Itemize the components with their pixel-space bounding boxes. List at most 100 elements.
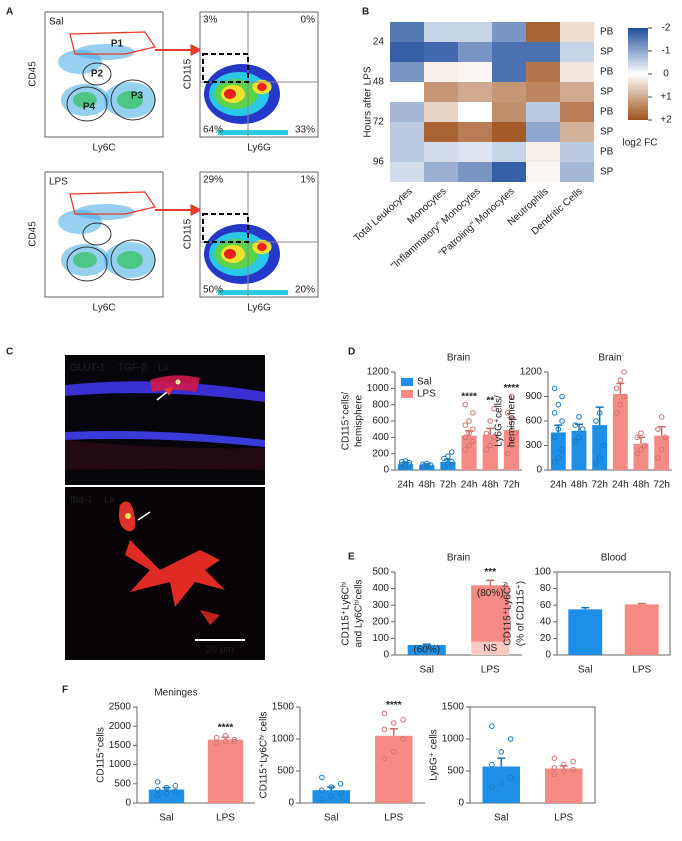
data-point bbox=[222, 733, 229, 739]
data-point bbox=[400, 736, 406, 742]
label: 100 bbox=[372, 633, 389, 644]
label: and Ly6Cʰⁱcells bbox=[354, 579, 365, 647]
data-point bbox=[576, 434, 582, 441]
gate bbox=[110, 239, 156, 281]
data-point bbox=[638, 430, 644, 437]
heat-cell bbox=[492, 162, 526, 182]
label: 29% bbox=[203, 175, 223, 186]
data-point bbox=[658, 414, 665, 420]
label: log2 FC bbox=[622, 138, 657, 149]
data-point bbox=[551, 385, 558, 392]
data-point bbox=[555, 401, 562, 408]
label: Brain bbox=[447, 553, 470, 564]
heat-cell bbox=[492, 62, 526, 82]
data-point bbox=[551, 434, 558, 441]
heat-cell bbox=[526, 42, 560, 62]
data-point bbox=[470, 410, 476, 416]
label: +1 bbox=[660, 92, 672, 103]
data-point bbox=[570, 766, 576, 773]
label: 72h bbox=[653, 480, 670, 491]
data-point bbox=[507, 736, 514, 742]
data-point bbox=[551, 771, 558, 778]
heat-cell bbox=[390, 62, 424, 82]
label: 1000 bbox=[272, 734, 295, 745]
label: LPS bbox=[554, 813, 573, 824]
heat-cell bbox=[390, 162, 424, 182]
label: 48h bbox=[571, 480, 588, 491]
data-point bbox=[420, 461, 426, 468]
heat-cell bbox=[424, 102, 458, 122]
label: (80%) bbox=[477, 588, 504, 599]
label: 1500 bbox=[272, 702, 295, 713]
bar bbox=[503, 429, 520, 470]
label: 20% bbox=[295, 285, 315, 296]
data-point bbox=[381, 726, 388, 733]
bar bbox=[471, 585, 510, 642]
data-point bbox=[402, 458, 409, 464]
label: P2 bbox=[91, 69, 104, 80]
data-point bbox=[559, 418, 565, 424]
label: -2 bbox=[662, 23, 671, 34]
label: SP bbox=[600, 87, 614, 98]
heat-cell bbox=[526, 22, 560, 42]
label: A bbox=[6, 7, 13, 18]
label: D bbox=[348, 347, 355, 358]
data-point bbox=[398, 459, 405, 465]
label: 200 bbox=[372, 616, 389, 627]
label: 0 bbox=[125, 798, 131, 809]
heat-cell bbox=[458, 102, 492, 122]
heat-cell bbox=[424, 122, 458, 142]
label: LPS bbox=[216, 813, 235, 824]
label: 48h bbox=[482, 480, 499, 491]
heat-cell bbox=[560, 142, 594, 162]
data-point bbox=[319, 774, 325, 781]
label: CD115⁺Ly6Cʰⁱ bbox=[341, 581, 352, 645]
gate bbox=[66, 86, 108, 122]
data-point bbox=[662, 434, 669, 441]
data-point bbox=[579, 426, 586, 432]
label: 0 bbox=[383, 465, 389, 476]
micrograph bbox=[65, 355, 265, 660]
bar bbox=[312, 790, 350, 803]
label: 1200 bbox=[367, 367, 390, 378]
label: 2000 bbox=[109, 721, 132, 732]
data-point bbox=[613, 385, 620, 392]
data-point bbox=[390, 720, 397, 726]
data-point bbox=[470, 438, 476, 445]
label: Ly6G bbox=[247, 143, 271, 154]
label: Sal bbox=[49, 17, 63, 28]
bar bbox=[482, 434, 498, 470]
data-point bbox=[337, 781, 344, 787]
label: 60 bbox=[540, 600, 552, 611]
heat-cell bbox=[424, 82, 458, 102]
data-point bbox=[462, 446, 469, 453]
label: CD115 bbox=[183, 218, 194, 249]
data-point bbox=[441, 455, 447, 462]
bar bbox=[612, 394, 628, 470]
data-point bbox=[551, 755, 558, 762]
heat-cell bbox=[458, 62, 492, 82]
heat-cell bbox=[390, 142, 424, 162]
legend-swatch bbox=[401, 390, 413, 398]
cell-density bbox=[73, 252, 97, 268]
bar bbox=[397, 464, 414, 470]
data-point bbox=[555, 454, 562, 461]
heat-cell bbox=[560, 122, 594, 142]
label: SP bbox=[600, 167, 614, 178]
data-point bbox=[489, 784, 495, 790]
data-point bbox=[596, 454, 603, 461]
data-point bbox=[596, 410, 603, 416]
data-point bbox=[337, 790, 344, 797]
data-point bbox=[655, 454, 661, 461]
label: 96 bbox=[373, 157, 385, 168]
label: 0 bbox=[383, 650, 389, 661]
label: CD115⁺Ly6Cʰⁱ cells bbox=[259, 711, 270, 798]
label: Ly6G⁺cells/ bbox=[494, 395, 505, 447]
cell-density bbox=[117, 251, 143, 269]
data-point bbox=[638, 446, 644, 453]
label: LPS bbox=[417, 389, 436, 400]
data-point bbox=[466, 442, 472, 449]
label: 50% bbox=[203, 285, 223, 296]
label: SP bbox=[600, 47, 614, 58]
data-point bbox=[163, 790, 170, 797]
